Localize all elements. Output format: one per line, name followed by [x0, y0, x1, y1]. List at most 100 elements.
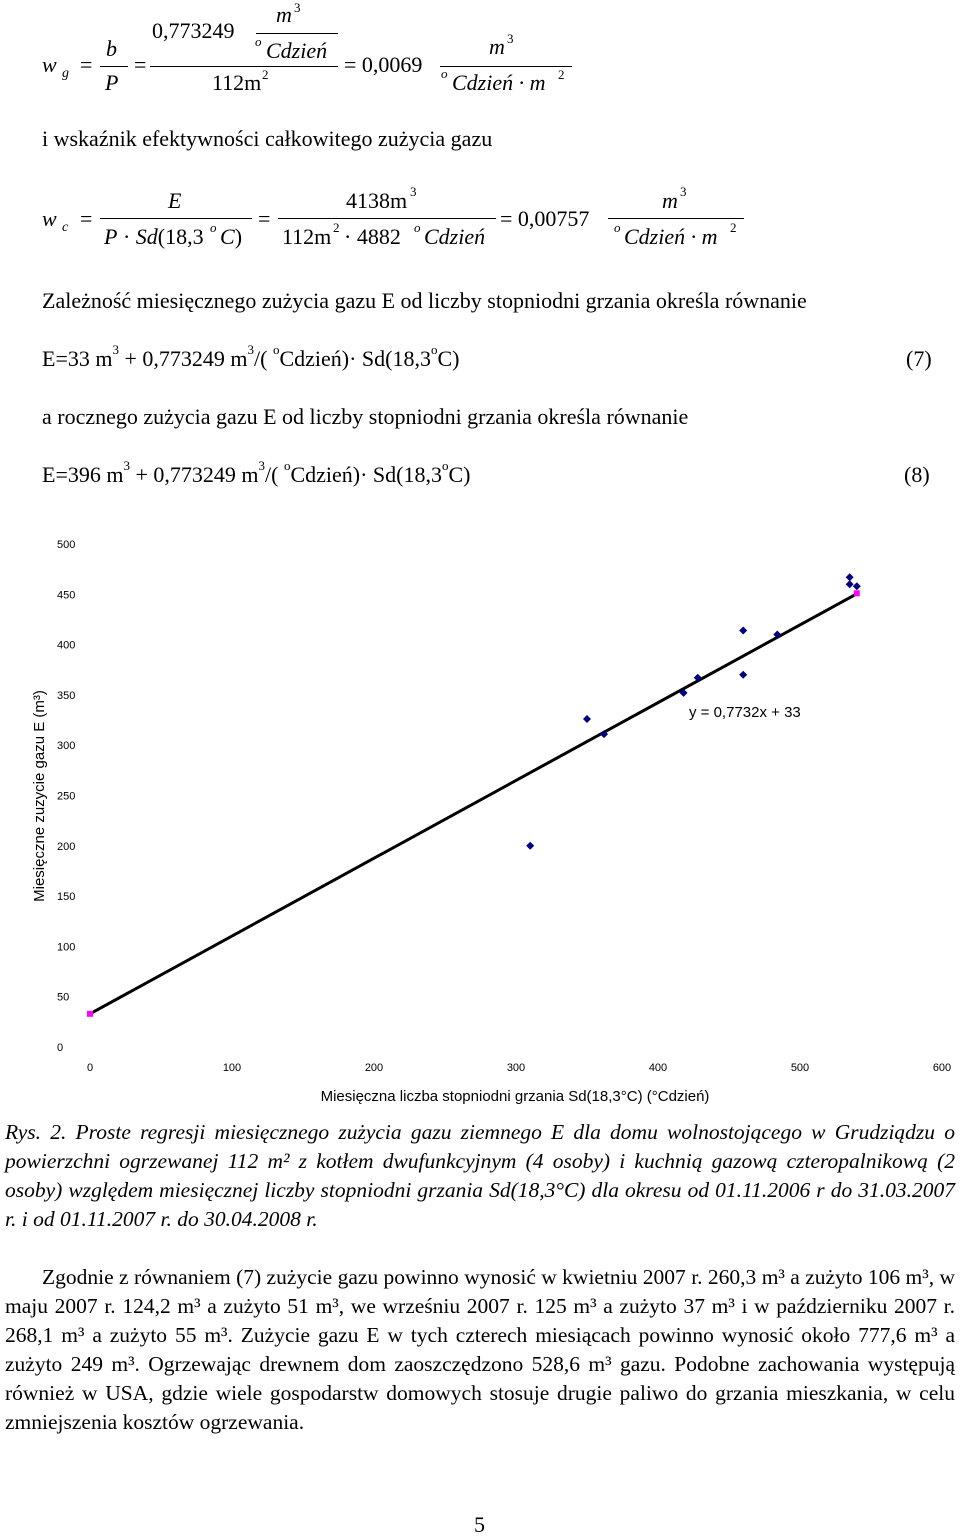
wc-frac1-den-deg: o [210, 220, 217, 235]
equation-7: E=33 m3 + 0,773249 m3/( oCdzień)· Sd(18,… [42, 342, 460, 372]
wg-eq1: = [80, 52, 93, 77]
wc-unit-num: m [662, 188, 678, 213]
data-point-diamond [845, 580, 854, 589]
y-tick-label: 50 [57, 992, 69, 1004]
y-tick-label: 200 [57, 841, 75, 853]
y-tick-label: 100 [57, 941, 75, 953]
eq8-part-e: C) [448, 462, 471, 487]
y-tick-label: 250 [57, 791, 75, 803]
eq8-exp-2: 3 [258, 458, 266, 473]
data-point-square [853, 590, 860, 597]
x-tick-label: 400 [649, 1062, 667, 1074]
eq8-part-b: + 0,773249 m [135, 462, 259, 487]
eq7-deg-2: o [430, 342, 438, 357]
y-tick-label: 400 [57, 640, 75, 652]
data-point-diamond [852, 582, 861, 591]
wc-frac1-bar [100, 218, 252, 219]
eq7-part-c: /( [254, 346, 268, 371]
figure-caption: Rys. 2. Proste regresji miesięcznego zuż… [5, 1120, 955, 1231]
wc-unit-den-exp: 2 [730, 220, 737, 235]
wg-frac2-bar [150, 66, 338, 67]
scatter-chart: 0 50 100 150 200 250 300 350 400 450 500 0 100 200 30… [31, 539, 951, 1105]
wc-unit-den: Cdzień · m [624, 224, 718, 249]
wc-frac1-den: P · Sd(18,3 [104, 224, 204, 249]
y-tick-label: 300 [57, 740, 75, 752]
wc-lhs-sub: c [62, 220, 69, 235]
wc-frac2-den-b-deg: o [414, 220, 421, 235]
eq7-part-d: Cdzień)· Sd(18,3 [279, 346, 431, 371]
data-point-diamond [679, 688, 688, 697]
wg-unit-den: Cdzień · m [452, 70, 546, 95]
wc-frac2-den-b: · 4882 [344, 224, 401, 249]
wc-lhs-var: w [42, 206, 57, 231]
wg-unit-den-exp: 2 [558, 67, 565, 82]
wc-unit-bar [608, 218, 744, 219]
data-points [87, 573, 861, 1017]
eq7-part-b: + 0,773249 m [124, 346, 248, 371]
wg-frac2-unit-bottom-deg: o [255, 34, 262, 49]
wg-unit-num-exp: 3 [507, 31, 514, 46]
wc-frac2-num-exp: 3 [410, 184, 417, 199]
x-tick-label: 500 [791, 1062, 809, 1074]
eq8-deg-1: o [283, 458, 291, 473]
eq8-part-a: E=396 m [42, 462, 124, 487]
trendline [89, 592, 858, 1016]
eq8-number: (8) [904, 462, 930, 487]
body-paragraph: Zgodnie z równaniem (7) zużycie gazu pow… [5, 1263, 955, 1437]
eq8-deg-2: o [441, 458, 449, 473]
wg-frac2-den-exp: 2 [262, 67, 269, 82]
wc-frac2-den-a-exp: 2 [333, 220, 340, 235]
y-tick-label: 350 [57, 690, 75, 702]
x-axis-label: Miesięczna liczba stopniodni grzania Sd(… [321, 1088, 710, 1105]
y-tick-label: 0 [57, 1042, 63, 1054]
data-point-diamond [845, 573, 854, 582]
wg-frac2-unit-top: m [276, 2, 292, 27]
data-point-diamond [739, 670, 748, 679]
y-tick-label: 500 [57, 539, 75, 551]
wg-frac2-inner-bar [256, 33, 338, 34]
eq8-exp-1: 3 [123, 458, 130, 473]
eq7-part-e: C) [437, 346, 460, 371]
data-point-square [87, 1010, 93, 1017]
wg-frac2-unit-top-exp: 3 [294, 0, 301, 15]
x-tick-labels: 0 100 200 300 400 500 600 [87, 1062, 951, 1074]
wc-eq1: = [80, 206, 93, 231]
wg-lhs-var: w [42, 52, 57, 77]
wc-eq2: = [258, 206, 271, 231]
x-tick-label: 300 [507, 1062, 525, 1074]
wg-unit-num: m [489, 34, 505, 59]
wg-frac2-num-value: 0,773249 [152, 18, 235, 43]
wg-frac2-den: 112m [212, 70, 262, 95]
y-tick-labels: 0 50 100 150 200 250 300 350 400 450 500 [57, 539, 75, 1054]
page-number: 5 [474, 1512, 485, 1537]
x-tick-label: 0 [87, 1062, 93, 1074]
eq7-part-a: E=33 m [42, 346, 113, 371]
wc-frac1-den-end: C) [220, 224, 243, 249]
trendline-group [89, 592, 858, 1016]
wc-frac2-bar [278, 218, 496, 219]
x-tick-label: 200 [365, 1062, 383, 1074]
eq8-part-d: Cdzień)· Sd(18,3 [290, 462, 442, 487]
y-tick-label: 450 [57, 589, 75, 601]
wc-frac1-num: E [168, 188, 182, 213]
wc-frac2-den-a: 112m [282, 224, 332, 249]
wg-frac1-den: P [105, 70, 119, 95]
wg-unit-den-deg: o [441, 66, 448, 81]
wc-frac2-num: 4138m [346, 188, 408, 213]
eq7-exp-1: 3 [112, 342, 119, 357]
wg-unit-bar [440, 66, 572, 67]
x-tick-label: 100 [223, 1062, 241, 1074]
wg-frac1-bar [100, 66, 128, 67]
equation-8: E=396 m3 + 0,773249 m3/( oCdzień)· Sd(18… [42, 458, 471, 488]
x-tick-label: 600 [933, 1062, 951, 1074]
text-line-2: Zależność miesięcznego zużycia gazu E od… [42, 288, 807, 313]
wg-eq2: = [134, 52, 147, 77]
eq7-exp-2: 3 [247, 342, 255, 357]
wc-result: = 0,00757 [500, 206, 590, 231]
wg-result: = 0,0069 [344, 52, 423, 77]
data-point-diamond [693, 673, 702, 682]
y-axis-label: Miesięczne zuzycie gazu E (m³) [31, 690, 48, 902]
wg-lhs-sub: g [62, 66, 69, 81]
data-point-diamond [583, 715, 591, 724]
trendline-equation: y = 0,7732x + 33 [689, 704, 801, 721]
